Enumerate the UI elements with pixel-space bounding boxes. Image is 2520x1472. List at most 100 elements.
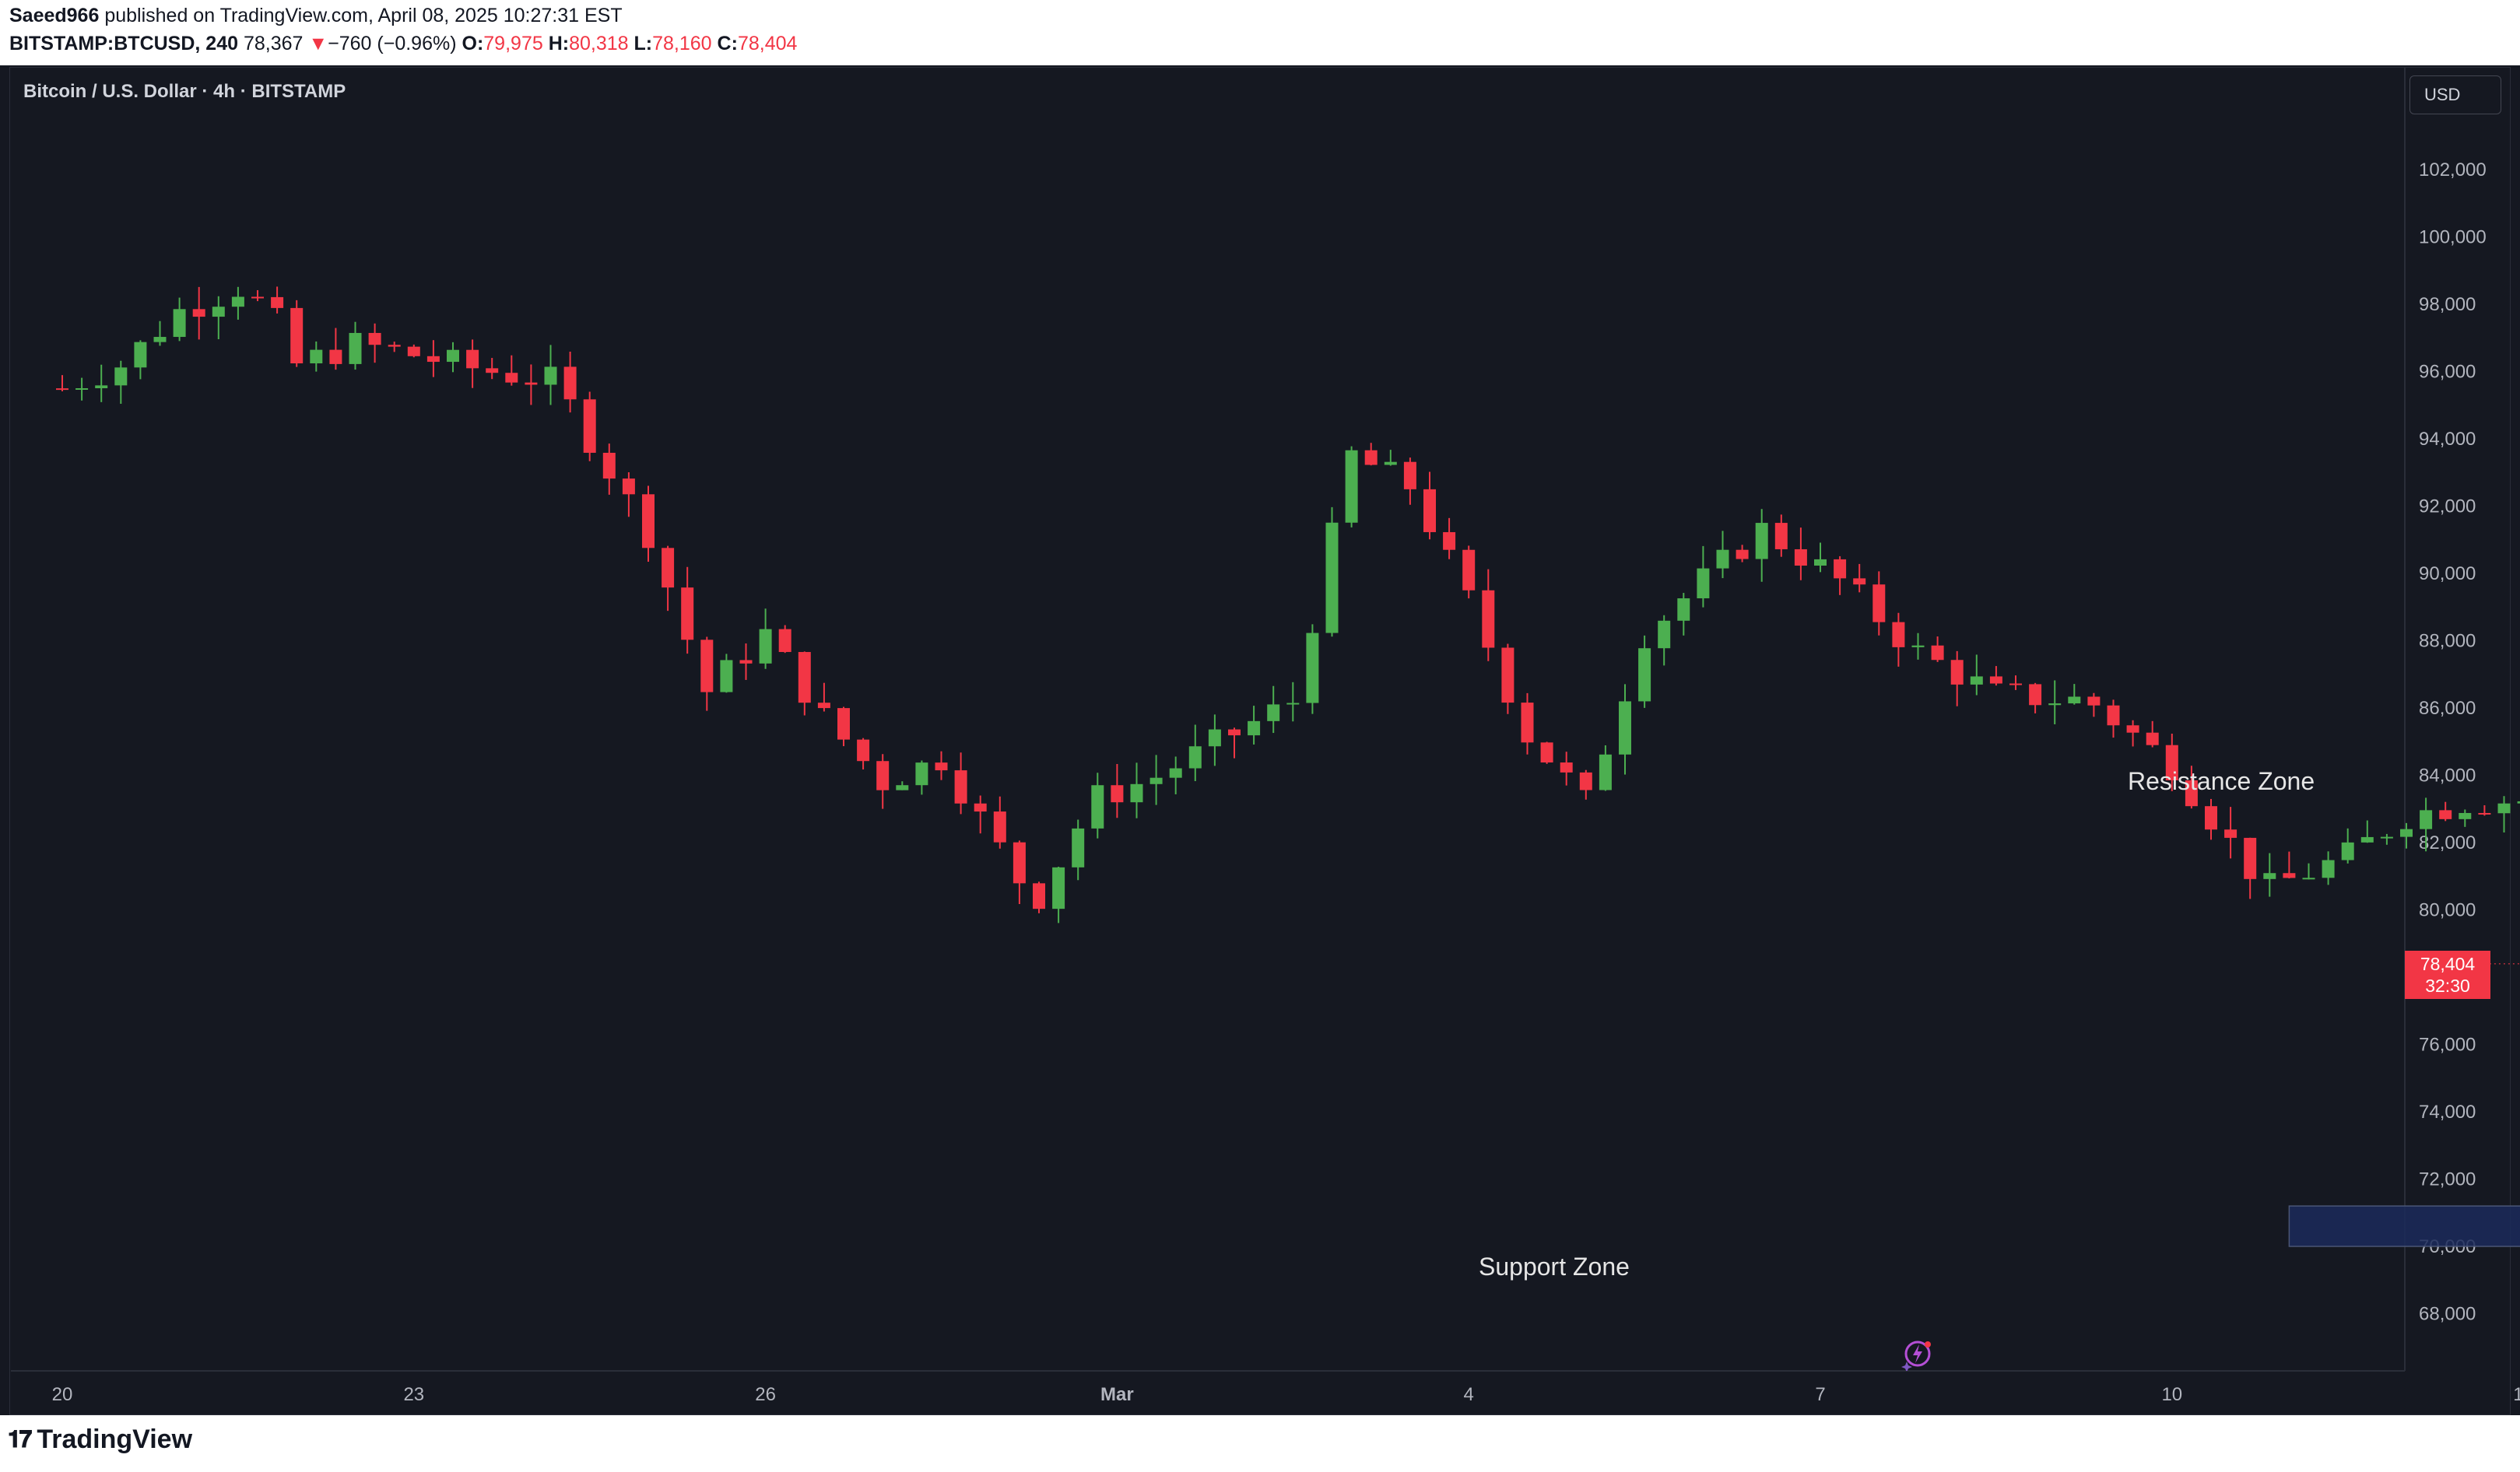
x-tick-label: 26	[755, 1384, 776, 1405]
candle-body	[2068, 696, 2081, 704]
candle-body	[915, 762, 928, 786]
x-tick-label: 10	[2161, 1384, 2182, 1405]
candle-body	[1619, 701, 1631, 755]
y-tick-label: 72,000	[2419, 1169, 2476, 1190]
candle-body	[466, 349, 479, 369]
candle-body	[1267, 704, 1280, 721]
candle-body	[290, 307, 304, 364]
candle-body	[1052, 867, 1065, 909]
candle-body	[2322, 860, 2335, 878]
candle-body	[544, 366, 557, 385]
y-tick-label: 92,000	[2419, 496, 2476, 517]
y-tick-label: 96,000	[2419, 362, 2476, 383]
y-tick-label: 90,000	[2419, 563, 2476, 584]
candle-body	[134, 342, 147, 368]
candle-body	[231, 296, 244, 307]
candle-body	[56, 388, 68, 391]
candle-body	[1677, 598, 1690, 621]
series-legend-title: Bitcoin / U.S. Dollar · 4h · BITSTAMP	[23, 81, 346, 102]
candle-body	[2517, 801, 2520, 804]
author-name[interactable]: Saeed966	[9, 5, 100, 26]
candle-body	[1228, 729, 1241, 736]
candle-body	[1579, 772, 1592, 790]
candle-body	[2185, 780, 2198, 807]
candle-body	[1638, 648, 1651, 702]
candle-body	[1149, 777, 1163, 784]
candle-body	[1540, 742, 1553, 763]
candle-body	[1970, 676, 1983, 685]
y-tick-label: 74,000	[2419, 1102, 2476, 1123]
candle-body	[1130, 783, 1143, 803]
bar-countdown: 32:30	[2425, 976, 2470, 996]
candle-body	[2009, 683, 2022, 685]
candle-body	[1248, 720, 1261, 736]
candle-body	[2029, 684, 2042, 706]
candle-body	[837, 708, 850, 740]
candle-body	[2244, 837, 2257, 879]
chart-frame[interactable]	[9, 67, 2511, 1415]
candle-body	[1716, 549, 1729, 569]
candle-body	[798, 652, 811, 703]
candle-body	[954, 770, 967, 804]
tradingview-logo[interactable]: 𝟏𝟕 TradingView	[8, 1425, 192, 1455]
candle-body	[993, 811, 1006, 843]
y-tick-label: 88,000	[2419, 631, 2476, 652]
candle-body	[1521, 703, 1534, 743]
candle-body	[759, 629, 772, 664]
change-down-icon: ▼	[308, 33, 328, 54]
y-tick-label: 100,000	[2419, 227, 2487, 248]
candle-body	[662, 548, 675, 588]
candle-body	[876, 761, 890, 790]
candle-body	[486, 368, 499, 373]
candle-body	[2497, 803, 2511, 814]
candle-body	[1560, 762, 1573, 773]
y-tick-label: 84,000	[2419, 766, 2476, 787]
y-tick-label: 102,000	[2419, 159, 2487, 180]
candle-body	[1423, 489, 1436, 532]
candle-body	[1111, 785, 1124, 803]
candle-body	[310, 349, 323, 364]
open-label: O:	[462, 33, 484, 54]
price-chart[interactable]: 68,00070,00072,00074,00076,00078,00080,0…	[0, 0, 2520, 1415]
candle-body	[1853, 578, 1866, 585]
candle-body	[1325, 522, 1339, 633]
candle-body	[1774, 523, 1788, 549]
candle-body	[700, 640, 714, 692]
candle-body	[2439, 810, 2452, 819]
candle-body	[2048, 703, 2062, 706]
support-zone	[2288, 1205, 2520, 1247]
x-tick-label: 13	[2513, 1384, 2520, 1405]
candle-body	[75, 387, 89, 390]
candle-body	[173, 309, 186, 338]
candle-body	[2107, 705, 2120, 726]
candle-body	[447, 349, 459, 363]
candle-body	[1501, 647, 1514, 703]
candle-body	[1013, 842, 1026, 884]
candle-body	[1482, 590, 1495, 648]
candle-body	[1950, 660, 1964, 685]
candle-body	[1931, 645, 1944, 661]
x-tick-label: Mar	[1100, 1384, 1134, 1405]
last-price-tag-value: 78,404	[2420, 954, 2476, 974]
candle-body	[1443, 531, 1456, 550]
publish-header: Saeed966 published on TradingView.com, A…	[0, 0, 2520, 65]
candle-body	[1169, 768, 1182, 778]
y-tick-label: 98,000	[2419, 294, 2476, 315]
candle-body	[1188, 746, 1202, 769]
candle-body	[1384, 461, 1397, 465]
candle-body	[583, 399, 596, 453]
lightning-icon[interactable]	[1901, 1337, 1935, 1371]
candle-body	[505, 373, 518, 383]
candle-body	[251, 296, 264, 299]
candle-body	[1306, 633, 1319, 703]
footer-brand: TradingView	[37, 1425, 193, 1454]
high-value: 80,318	[569, 33, 629, 54]
candle-body	[2400, 829, 2413, 837]
candle-body	[720, 660, 733, 692]
candle-body	[1364, 450, 1378, 465]
currency-button[interactable]: USD	[2409, 75, 2501, 114]
high-label: H:	[548, 33, 570, 54]
low-value: 78,160	[652, 33, 712, 54]
x-tick-label: 7	[1815, 1384, 1825, 1405]
candle-body	[681, 587, 694, 640]
